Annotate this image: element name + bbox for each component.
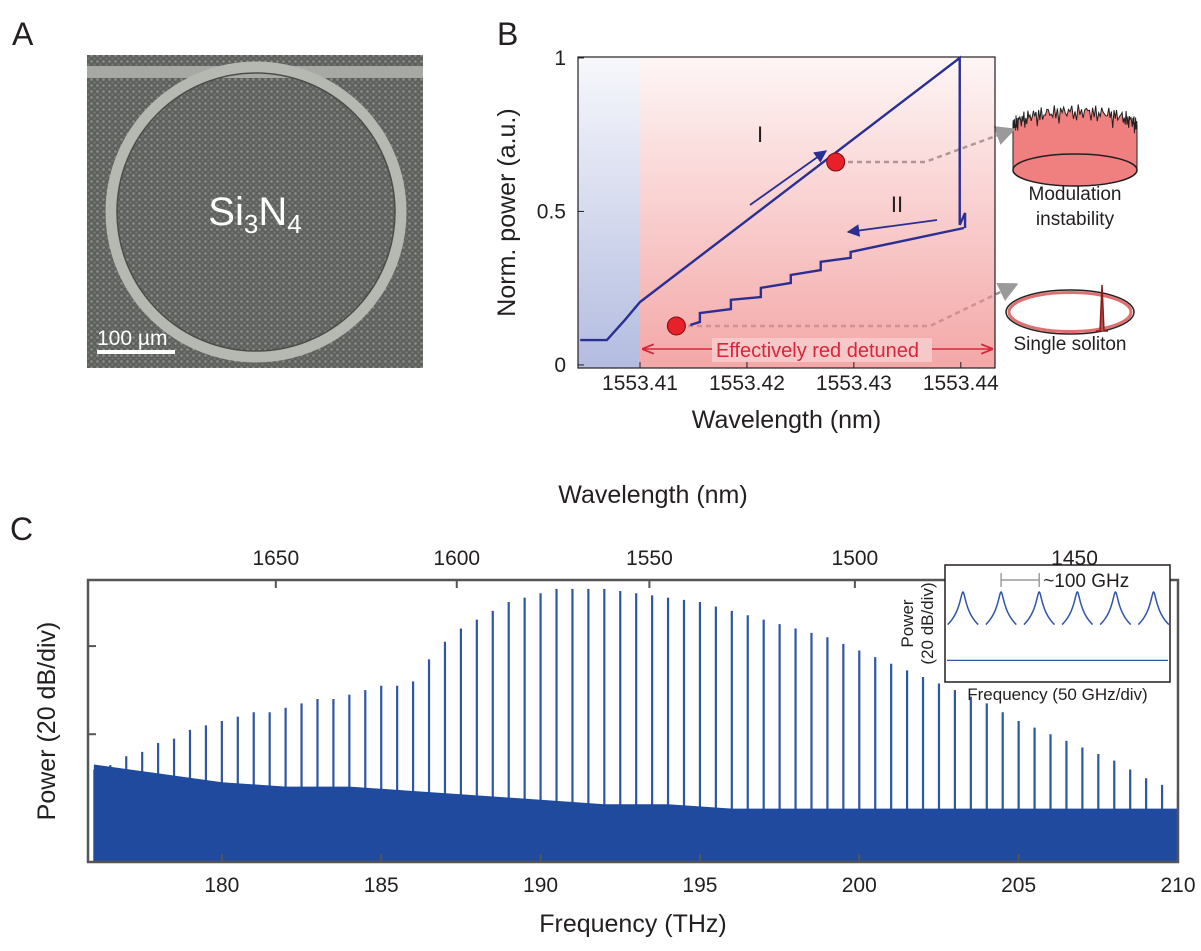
panel-label: B	[497, 16, 518, 52]
direction-arrow	[846, 219, 938, 237]
detuning-region	[578, 57, 641, 368]
x2-tick-label: 1550	[626, 547, 673, 570]
micrograph-background	[87, 55, 423, 368]
x-tick-label: 190	[523, 874, 558, 897]
inset-y-label: (20 dB/div)	[918, 582, 937, 664]
material-label-part: Si	[208, 190, 244, 234]
x-tick-label: 205	[1001, 874, 1036, 897]
region-label-bg	[712, 338, 932, 362]
inset-peak	[1137, 591, 1170, 626]
x2-axis-label: Wavelength (nm)	[558, 481, 747, 509]
inset-peak	[1023, 591, 1055, 626]
x-tick-label: 200	[842, 874, 877, 897]
noise-floor	[93, 764, 1178, 862]
soliton-ring-band	[1007, 291, 1133, 333]
soliton-ring	[1005, 289, 1135, 335]
mi-ring	[1012, 153, 1138, 187]
x-tick-label: 180	[204, 874, 239, 897]
panel-label: C	[10, 511, 33, 547]
plot-frame	[86, 578, 1180, 864]
y-axis-label: Power (20 dB/div)	[33, 622, 61, 821]
x-tick-label: 195	[682, 874, 717, 897]
x-tick-label: 1553.43	[816, 372, 892, 395]
x-axis-label: Frequency (THz)	[539, 910, 727, 938]
ring-edge	[116, 72, 396, 352]
y-axis-label: Norm. power (a.u.)	[493, 108, 521, 316]
x2-tick-label: 1500	[832, 547, 879, 570]
region-label: Effectively red detuned	[716, 340, 919, 362]
x-tick-label: 1553.41	[602, 372, 678, 395]
x-axis-label: Wavelength (nm)	[692, 406, 881, 434]
material-label: Si3N4	[208, 190, 301, 239]
x-tick-label: 185	[364, 874, 399, 897]
inset-frame	[944, 564, 1171, 683]
trace	[689, 226, 965, 327]
state-marker	[666, 316, 686, 336]
state-label: Modulation	[1029, 184, 1122, 205]
inset-peak	[947, 591, 979, 626]
series-label: I	[757, 122, 763, 147]
inset-peak	[1099, 591, 1132, 626]
detuning-region	[640, 57, 995, 368]
inset-peak	[1061, 591, 1094, 626]
ring-resonator	[105, 61, 407, 363]
material-label-part: 3	[244, 209, 258, 239]
inset-annotation: ~100 GHz	[1043, 571, 1129, 592]
inset-y-label: Power	[898, 599, 917, 648]
y-tick-label: 0	[554, 354, 566, 377]
scale-bar	[97, 350, 175, 354]
micrograph	[87, 55, 423, 368]
soliton-pulse	[1096, 284, 1108, 332]
inset-peak	[985, 591, 1017, 626]
spectrum	[93, 588, 1178, 862]
series-label: II	[891, 192, 903, 217]
y-tick-label: 0.5	[537, 200, 566, 223]
state-label: Single soliton	[1013, 334, 1126, 355]
state-marker	[826, 152, 846, 172]
x2-tick-label: 1650	[252, 547, 299, 570]
x2-tick-label: 1600	[433, 547, 480, 570]
trace	[580, 55, 967, 342]
x-tick-label: 1553.42	[709, 372, 785, 395]
x-tick-label: 1553.44	[923, 372, 999, 395]
material-label-part: 4	[287, 209, 301, 239]
material-label-part: N	[258, 190, 287, 234]
plot-frame	[577, 56, 996, 369]
mi-sketch	[1012, 104, 1138, 187]
state-label: instability	[1036, 209, 1115, 230]
direction-arrow	[749, 150, 828, 206]
inset-x-label: Frequency (50 GHz/div)	[967, 685, 1147, 704]
scale-bar-label: 100 µm	[97, 327, 167, 350]
panel-label: A	[12, 16, 34, 52]
x-tick-label: 210	[1160, 874, 1195, 897]
y-tick-label: 1	[554, 47, 566, 70]
